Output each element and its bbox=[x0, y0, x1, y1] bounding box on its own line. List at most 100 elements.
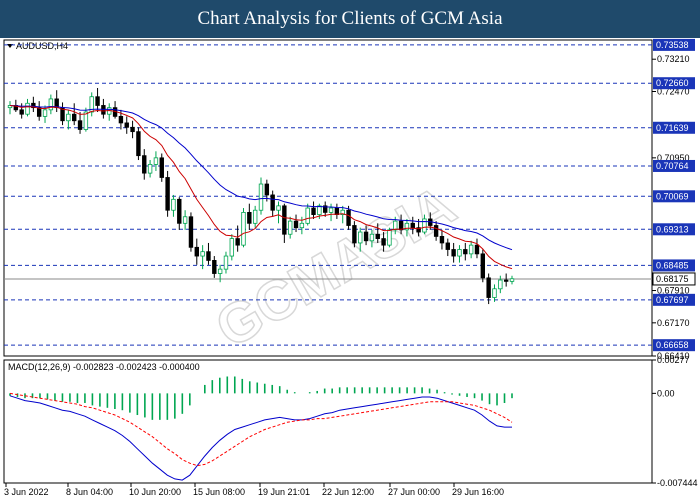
level-label: 0.70069 bbox=[656, 191, 689, 201]
y-tick-label: 0.66410 bbox=[657, 351, 690, 361]
candle-body bbox=[492, 288, 497, 298]
macd-title: MACD(12,26,9) -0.002823 -0.002423 -0.000… bbox=[8, 362, 200, 372]
candle-body bbox=[503, 279, 509, 282]
candle-body bbox=[153, 157, 159, 165]
candle-body bbox=[83, 111, 89, 130]
candle-body bbox=[200, 251, 205, 257]
candle-body bbox=[509, 278, 515, 282]
axes: 0.73210 0.72470 0.70950 0.67910 0.67170 0.664… bbox=[4, 38, 698, 497]
y-tick-label: 0.70950 bbox=[657, 153, 690, 163]
candle-body bbox=[334, 207, 340, 215]
candle-body bbox=[165, 177, 170, 211]
candle-body bbox=[468, 244, 474, 255]
candle-body bbox=[311, 207, 316, 215]
candle-body bbox=[36, 107, 42, 117]
candle-body bbox=[95, 96, 100, 106]
candle-body bbox=[182, 216, 188, 224]
candle-body bbox=[177, 198, 182, 224]
candle-body bbox=[422, 218, 427, 233]
candle-body bbox=[72, 113, 77, 122]
candle-body bbox=[393, 220, 398, 231]
candle-body bbox=[19, 109, 24, 115]
candle-body bbox=[480, 253, 486, 279]
candle-body bbox=[282, 205, 287, 235]
candle-body bbox=[328, 207, 334, 213]
candle-body bbox=[136, 131, 141, 157]
macd-signal-line bbox=[9, 392, 513, 467]
candle-body bbox=[25, 102, 30, 115]
candle-body bbox=[445, 242, 450, 250]
candle-body bbox=[188, 216, 194, 248]
candle-body bbox=[48, 98, 54, 111]
candle-body bbox=[31, 102, 36, 109]
candle-body bbox=[358, 231, 363, 244]
candle-body bbox=[42, 109, 48, 117]
y-tick-label: 0.73210 bbox=[657, 54, 690, 64]
level-label-box bbox=[653, 77, 695, 90]
candle-body bbox=[433, 225, 439, 237]
candle-body bbox=[217, 268, 223, 274]
level-label: 0.67697 bbox=[656, 295, 689, 305]
level-label-box bbox=[653, 38, 695, 51]
candle-body bbox=[287, 220, 293, 235]
x-tick-label: 3 Jun 2022 bbox=[4, 487, 49, 497]
candle-body bbox=[317, 205, 322, 215]
x-tick-label: 19 Jun 21:01 bbox=[258, 487, 310, 497]
level-label: 0.70764 bbox=[656, 161, 689, 171]
level-label-box bbox=[653, 293, 695, 306]
candle-body bbox=[130, 126, 135, 133]
level-label: 0.71639 bbox=[656, 123, 689, 133]
candle-body bbox=[352, 225, 357, 244]
candle-body bbox=[369, 233, 375, 242]
candle-body bbox=[241, 212, 246, 246]
macd-y-tick-label: -0.007444 bbox=[657, 478, 698, 488]
x-tick-label: 15 Jun 08:00 bbox=[193, 487, 245, 497]
macd-y-tick-label: 0.00277 bbox=[657, 355, 690, 365]
candle-body bbox=[77, 120, 83, 130]
candle-body bbox=[247, 212, 252, 224]
ma-fast-line bbox=[9, 105, 513, 270]
candle-body bbox=[124, 122, 129, 128]
candle-body bbox=[381, 238, 386, 246]
candle-body bbox=[416, 227, 421, 233]
candle-body bbox=[89, 96, 94, 113]
level-label: 0.69313 bbox=[656, 224, 689, 234]
y-tick-label: 0.72470 bbox=[657, 87, 690, 97]
x-tick-label: 27 Jun 00:00 bbox=[388, 487, 440, 497]
candle-body bbox=[118, 115, 124, 124]
candle-body bbox=[7, 105, 13, 109]
candle-body bbox=[474, 244, 480, 255]
price-pane: AUDUSD,H4 bbox=[3, 39, 653, 357]
candle-body bbox=[340, 209, 345, 215]
macd-y-tick-label: 0.00 bbox=[657, 388, 675, 398]
x-tick-label: 29 Jun 16:00 bbox=[452, 487, 504, 497]
candle-body bbox=[159, 157, 164, 178]
candle-body bbox=[463, 249, 468, 255]
candle-body bbox=[404, 222, 410, 231]
candle-body bbox=[363, 231, 369, 242]
x-tick-label: 22 Jun 12:00 bbox=[322, 487, 374, 497]
candle-body bbox=[258, 183, 264, 211]
level-label-box bbox=[653, 159, 695, 172]
level-label-box bbox=[653, 121, 695, 134]
candle-body bbox=[252, 209, 258, 224]
macd-pane: MACD(12,26,9) -0.002823 -0.002423 -0.000… bbox=[3, 359, 653, 484]
macd-line bbox=[9, 395, 512, 481]
candle-body bbox=[346, 209, 351, 226]
macd-frame bbox=[3, 359, 653, 484]
candle-body bbox=[264, 183, 270, 196]
candle-body bbox=[293, 220, 299, 229]
x-tick-label: 8 Jun 04:00 bbox=[66, 487, 113, 497]
chart-area[interactable]: GCMASIA AUDUSD,H4 MACD(12,26,9) -0.00282… bbox=[0, 38, 700, 500]
candle-body bbox=[194, 246, 199, 257]
candle-body bbox=[212, 260, 217, 274]
y-tick-label: 0.67170 bbox=[657, 318, 690, 328]
x-tick-label: 10 Jun 20:00 bbox=[129, 487, 181, 497]
candle-body bbox=[387, 229, 392, 246]
candle-body bbox=[171, 198, 176, 211]
level-label: 0.73538 bbox=[656, 40, 689, 50]
ma-slow-line bbox=[9, 105, 513, 251]
candle-body bbox=[235, 238, 240, 246]
candle-body bbox=[486, 277, 491, 298]
level-label: 0.66658 bbox=[656, 340, 689, 350]
